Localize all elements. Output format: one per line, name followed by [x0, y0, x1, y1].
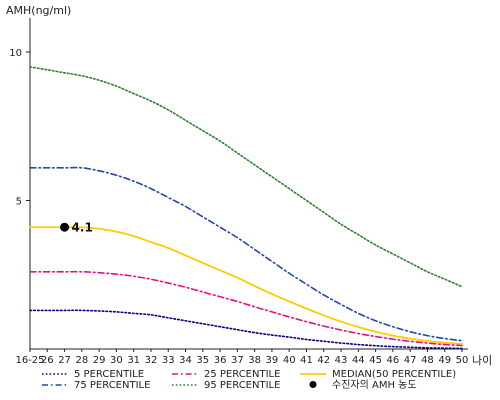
- patient-amh-data-label: 4.1: [72, 221, 93, 235]
- series-line-5-percentile: [29, 309, 463, 350]
- series-line-75-percentile: [29, 166, 463, 342]
- x-tick-label: 46: [387, 355, 400, 366]
- patient-amh-point: [60, 222, 70, 232]
- x-tick-label: 38: [248, 355, 261, 366]
- legend: 5 PERCENTILE 25 PERCENTILE MEDIAN(50 PERCE…: [42, 369, 456, 391]
- x-tick-label: 33: [162, 355, 175, 366]
- series-line-median-50-percentile: [29, 226, 463, 345]
- y-axis-title: AMH(ng/ml): [6, 4, 71, 17]
- x-tick-label: 27: [58, 355, 71, 366]
- x-tick-label: 49: [438, 355, 451, 366]
- x-tick-label: 35: [196, 355, 209, 366]
- series-line-95-percentile: [29, 66, 463, 288]
- x-tick-label: 48: [421, 355, 434, 366]
- legend-label-5-percentile: 5 PERCENTILE: [74, 369, 144, 380]
- x-tick-label: 16-25: [15, 355, 44, 366]
- x-tick-label: 50: [456, 355, 469, 366]
- x-tick-label: 47: [404, 355, 417, 366]
- legend-label-median-50-percentile: MEDIAN(50 PERCENTILE): [332, 369, 456, 380]
- x-tick-label: 36: [214, 355, 227, 366]
- x-tick-label: 42: [317, 355, 330, 366]
- x-tick-label: 29: [93, 355, 106, 366]
- x-tick-label: 32: [145, 355, 158, 366]
- x-tick-label: 39: [266, 355, 279, 366]
- y-tick-label: 5: [16, 197, 22, 208]
- legend-swatch-patient-marker: [309, 381, 317, 388]
- x-axis-title: 나이: [472, 354, 492, 367]
- legend-label-75-percentile: 75 PERCENTILE: [74, 380, 150, 391]
- x-tick-label: 41: [300, 355, 313, 366]
- x-tick-label: 40: [283, 355, 296, 366]
- x-tick-label: 34: [179, 355, 192, 366]
- x-tick-label: 37: [231, 355, 244, 366]
- x-tick-label: 28: [75, 355, 88, 366]
- legend-label-95-percentile: 95 PERCENTILE: [204, 380, 280, 391]
- x-tick-label: 30: [110, 355, 123, 366]
- x-tick-label: 45: [369, 355, 382, 366]
- series-line-25-percentile: [29, 270, 463, 347]
- y-tick-label: 10: [9, 48, 22, 59]
- x-tick-label: 31: [127, 355, 140, 366]
- legend-label-25-percentile: 25 PERCENTILE: [204, 369, 280, 380]
- x-tick-label: 26: [41, 355, 54, 366]
- legend-label-patient-marker: 수진자의 AMH 농도: [332, 379, 417, 391]
- x-tick-label: 44: [352, 355, 365, 366]
- x-tick-label: 43: [335, 355, 348, 366]
